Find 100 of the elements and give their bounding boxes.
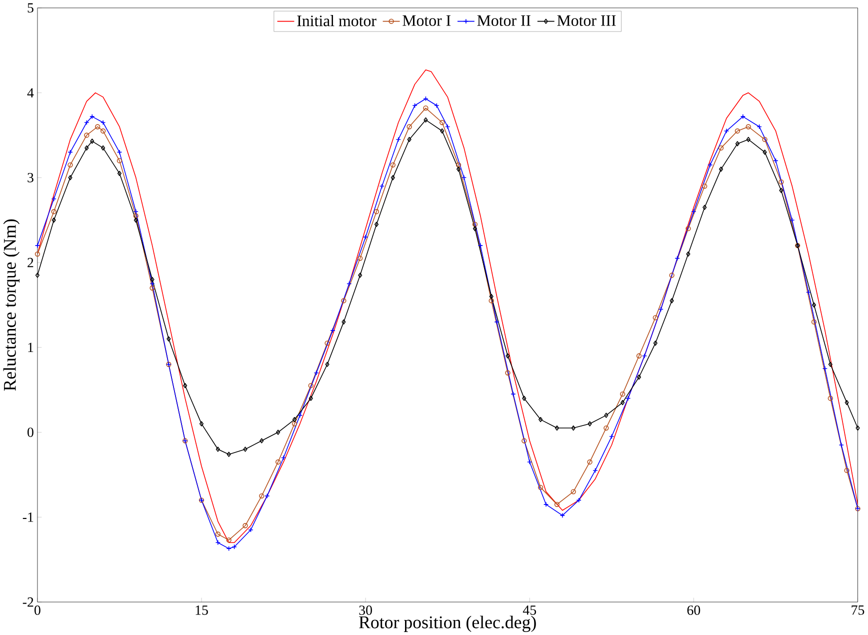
point [779, 188, 784, 193]
point [472, 222, 478, 227]
y-tick-label: -1 [22, 512, 34, 522]
point [604, 412, 608, 418]
x-tick-label: 75 [852, 605, 864, 615]
point [216, 446, 220, 452]
y-tick-label: -2 [22, 597, 34, 606]
point [362, 234, 368, 240]
point [472, 226, 477, 232]
point [506, 353, 510, 358]
point [522, 438, 527, 444]
legend-label: Motor III [557, 15, 616, 26]
point [292, 421, 298, 426]
point [718, 166, 724, 172]
point [724, 128, 730, 134]
point [456, 162, 462, 168]
point [264, 493, 270, 498]
point [560, 512, 566, 518]
x-tick-label: 60 [687, 605, 700, 615]
point [456, 166, 461, 172]
point [275, 459, 281, 464]
point [505, 370, 510, 376]
point [670, 298, 674, 304]
point [620, 391, 626, 397]
point [358, 272, 362, 278]
point [51, 196, 56, 202]
point [440, 120, 445, 125]
point [489, 294, 494, 299]
point [570, 488, 576, 494]
point [259, 493, 264, 498]
point [199, 421, 204, 426]
point [342, 319, 346, 324]
point [84, 145, 89, 150]
y-tick-label: 4 [27, 88, 34, 98]
point [740, 114, 746, 119]
point [226, 452, 231, 457]
point [324, 340, 330, 346]
point [828, 396, 833, 401]
y-axis-title: Reluctance torque (Nm) [3, 219, 20, 391]
point [117, 170, 122, 176]
point [292, 416, 297, 422]
point [636, 374, 642, 380]
point [90, 138, 94, 144]
point [746, 124, 751, 130]
point [116, 158, 122, 164]
point [538, 416, 543, 422]
point [642, 353, 648, 358]
point [778, 179, 784, 184]
point [604, 425, 609, 430]
point [101, 145, 106, 150]
y-tick-label: 5 [28, 3, 34, 12]
point [390, 174, 395, 180]
point [702, 204, 707, 210]
point [587, 459, 592, 464]
point [406, 124, 412, 130]
point [325, 362, 330, 367]
point [134, 217, 138, 223]
point [242, 522, 248, 528]
x-tick-label: 0 [34, 605, 40, 615]
point [215, 531, 220, 537]
point [790, 217, 795, 223]
point [308, 396, 313, 401]
point [488, 298, 494, 304]
point [686, 226, 691, 232]
point [653, 340, 658, 346]
point [407, 136, 412, 142]
y-tick-label: 2 [28, 258, 34, 267]
point [100, 120, 106, 125]
point [636, 353, 642, 358]
point [166, 336, 171, 342]
point [735, 140, 740, 146]
point [440, 128, 444, 134]
point [746, 136, 750, 142]
point [828, 362, 832, 367]
point [424, 117, 428, 122]
point [844, 468, 850, 473]
x-tick-label: 15 [196, 605, 208, 615]
point [133, 213, 138, 218]
point [51, 208, 56, 214]
y-tick-label: 1 [28, 342, 34, 352]
point [358, 256, 363, 261]
point [734, 128, 740, 134]
legend-label: Motor I [402, 15, 451, 26]
point [183, 382, 188, 388]
point [226, 537, 232, 542]
point [718, 145, 724, 150]
x-tick-label: 30 [359, 605, 372, 615]
point [762, 149, 767, 155]
point [554, 425, 560, 430]
point [708, 162, 713, 168]
point [571, 425, 576, 430]
point [133, 208, 138, 214]
point [811, 319, 817, 324]
x-tick-label: 45 [522, 605, 536, 615]
x-axis-title: Rotor position (elec.deg) [359, 616, 536, 632]
point [341, 298, 346, 304]
point [243, 446, 248, 452]
point [260, 438, 264, 444]
point [478, 242, 483, 248]
point [702, 183, 708, 189]
